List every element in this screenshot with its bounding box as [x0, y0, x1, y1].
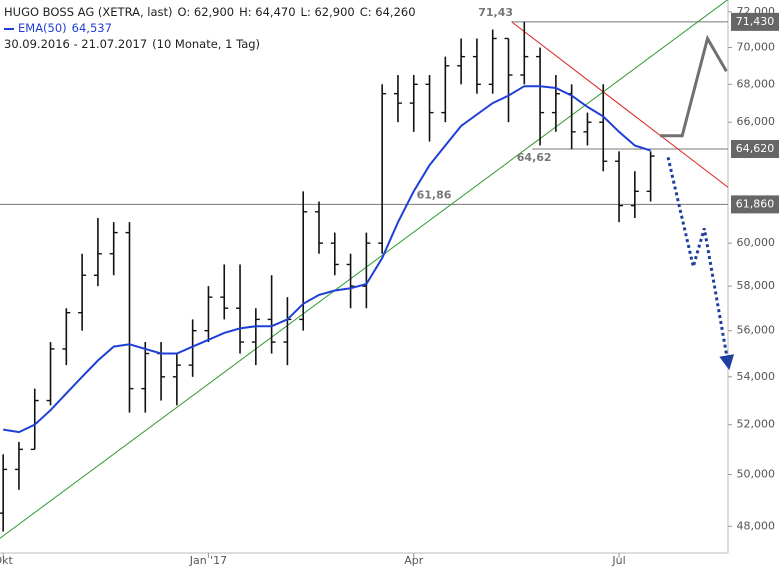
y-tick-label: 70,000: [737, 41, 776, 54]
y-tick-label: 54,000: [737, 370, 776, 383]
level-note: 61,86: [417, 188, 452, 201]
header: HUGO BOSS AG (XETRA, last) O: 62,900 H: 64…: [4, 4, 421, 52]
level-label: 61,860: [736, 197, 775, 210]
x-tick-label: Okt: [0, 554, 14, 567]
chart-title: HUGO BOSS AG (XETRA, last): [4, 5, 173, 19]
date-range: 30.09.2016 - 21.07.2017: [4, 37, 148, 51]
legend-line: EMA(50) 64,537: [4, 20, 421, 36]
legend-name: EMA(50): [18, 21, 67, 35]
period: (10 Monate, 1 Tag): [152, 37, 261, 51]
range-line: 30.09.2016 - 21.07.2017 (10 Monate, 1 Tag…: [4, 36, 421, 52]
level-box: [731, 140, 779, 159]
ohlc-open: O: 62,900: [177, 5, 235, 19]
x-tick-label: Apr: [404, 554, 424, 567]
ohlc-low: L: 62,900: [300, 5, 355, 19]
y-tick-label: 58,000: [737, 279, 776, 292]
legend-value: 64,537: [71, 21, 112, 35]
level-note: 64,62: [517, 151, 552, 164]
level-label: 64,620: [736, 142, 775, 155]
y-tick-label: 52,000: [737, 418, 776, 431]
y-tick-label: 50,000: [737, 467, 776, 480]
trendline: [511, 21, 729, 188]
header-line: HUGO BOSS AG (XETRA, last) O: 62,900 H: 64…: [4, 4, 421, 20]
y-tick-label: 48,000: [737, 519, 776, 532]
y-tick-label: 56,000: [737, 324, 776, 337]
ohlc-close: C: 64,260: [359, 5, 416, 19]
ema-line: [3, 85, 651, 434]
y-tick-label: 68,000: [737, 77, 776, 90]
y-tick-label: 66,000: [737, 115, 776, 128]
x-tick-label: Jul: [611, 554, 625, 567]
y-tick-label: 60,000: [737, 236, 776, 249]
level-label: 71,430: [736, 15, 775, 28]
forecast-path: [666, 156, 735, 371]
level-box: [731, 12, 779, 31]
ohlc-high: H: 64,470: [239, 5, 296, 19]
level-box: [731, 195, 779, 214]
legend-swatch: [4, 27, 14, 30]
level-note: 71,43: [478, 6, 513, 19]
forecast-path: [660, 34, 728, 138]
trendline: [0, 0, 729, 539]
x-tick-label: Jan '17: [189, 554, 227, 567]
